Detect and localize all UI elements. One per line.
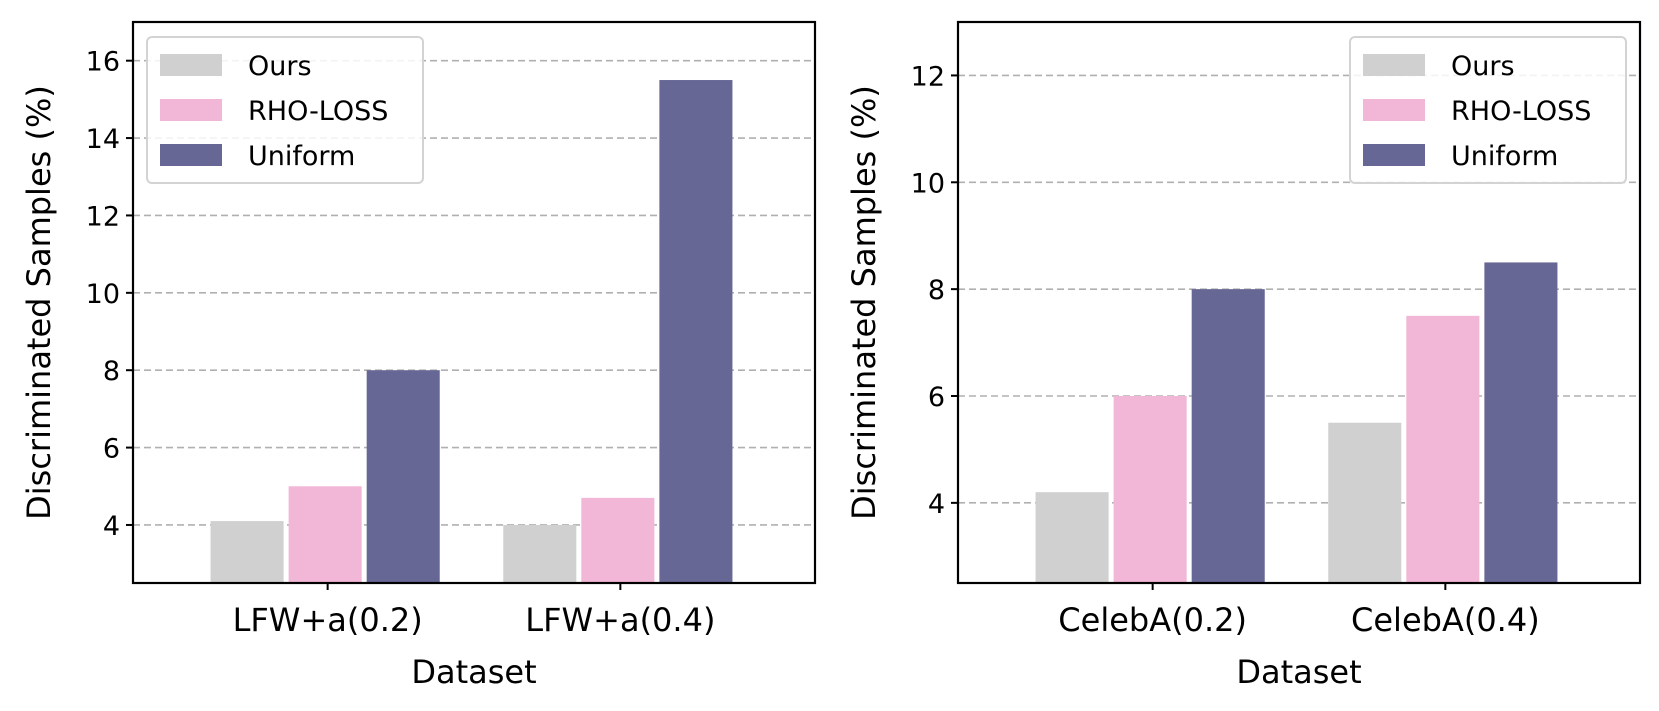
y-tick-label: 16	[86, 47, 120, 78]
bar-uniform-1	[366, 370, 440, 583]
legend-label: RHO-LOSS	[248, 96, 388, 127]
x-category-label: CelebA(0.4)	[1351, 601, 1540, 639]
plot-frame	[131, 20, 817, 585]
bar-rho-loss-1	[288, 486, 362, 583]
left-chart-panel: 4 6 8 10 12 14 16 LFW+a(0.2) LFW+a(0.4) Dataset Di…	[20, 20, 817, 691]
bar-uniform-2	[1484, 262, 1558, 583]
y-tick-label: 14	[86, 124, 120, 155]
y-tick-label: 6	[103, 434, 120, 465]
legend-swatch-rho-loss	[160, 99, 222, 121]
bar-rho-loss-1	[1113, 396, 1187, 583]
x-category-label: LFW+a(0.4)	[525, 601, 715, 639]
y-tick-label: 4	[928, 489, 945, 520]
bar-rho-loss-2	[1406, 315, 1480, 583]
legend-swatch-uniform	[160, 144, 222, 166]
legend-label: RHO-LOSS	[1451, 96, 1591, 127]
legend-label: Uniform	[248, 141, 355, 172]
y-tick-label: 8	[928, 275, 945, 306]
y-tick-label: 4	[103, 511, 120, 542]
legend: Ours RHO-LOSS Uniform	[146, 36, 424, 184]
y-tick-label: 12	[86, 201, 120, 232]
legend-label: Ours	[248, 51, 312, 82]
legend: Ours RHO-LOSS Uniform	[1349, 36, 1627, 184]
y-tick-label: 12	[911, 61, 945, 92]
legend-label: Ours	[1451, 51, 1515, 82]
y-tick-label: 10	[86, 279, 120, 310]
x-category-label: CelebA(0.2)	[1058, 601, 1247, 639]
bar-uniform-2	[659, 80, 733, 583]
y-axis-title: Discriminated Samples (%)	[845, 85, 883, 520]
bar-uniform-1	[1191, 289, 1265, 583]
bar-ours-1	[210, 521, 284, 583]
legend-swatch-ours	[160, 54, 222, 76]
bar-ours-2	[503, 524, 577, 583]
legend-swatch-rho-loss	[1363, 99, 1425, 121]
x-axis-title: Dataset	[1236, 653, 1361, 691]
y-tick-label: 8	[103, 356, 120, 387]
x-category-label: LFW+a(0.2)	[233, 601, 423, 639]
bar-rho-loss-2	[581, 497, 655, 583]
y-axis-title: Discriminated Samples (%)	[20, 85, 58, 520]
y-tick-label: 10	[911, 168, 945, 199]
legend-swatch-ours	[1363, 54, 1425, 76]
right-chart-panel: 4 6 8 10 12 CelebA(0.2) CelebA(0.4) Dataset Disc…	[845, 20, 1642, 691]
bar-ours-2	[1328, 422, 1402, 583]
y-tick-label: 6	[928, 382, 945, 413]
legend-label: Uniform	[1451, 141, 1558, 172]
bar-ours-1	[1035, 492, 1109, 583]
x-axis-title: Dataset	[411, 653, 536, 691]
legend-swatch-uniform	[1363, 144, 1425, 166]
plot-frame	[956, 20, 1642, 585]
